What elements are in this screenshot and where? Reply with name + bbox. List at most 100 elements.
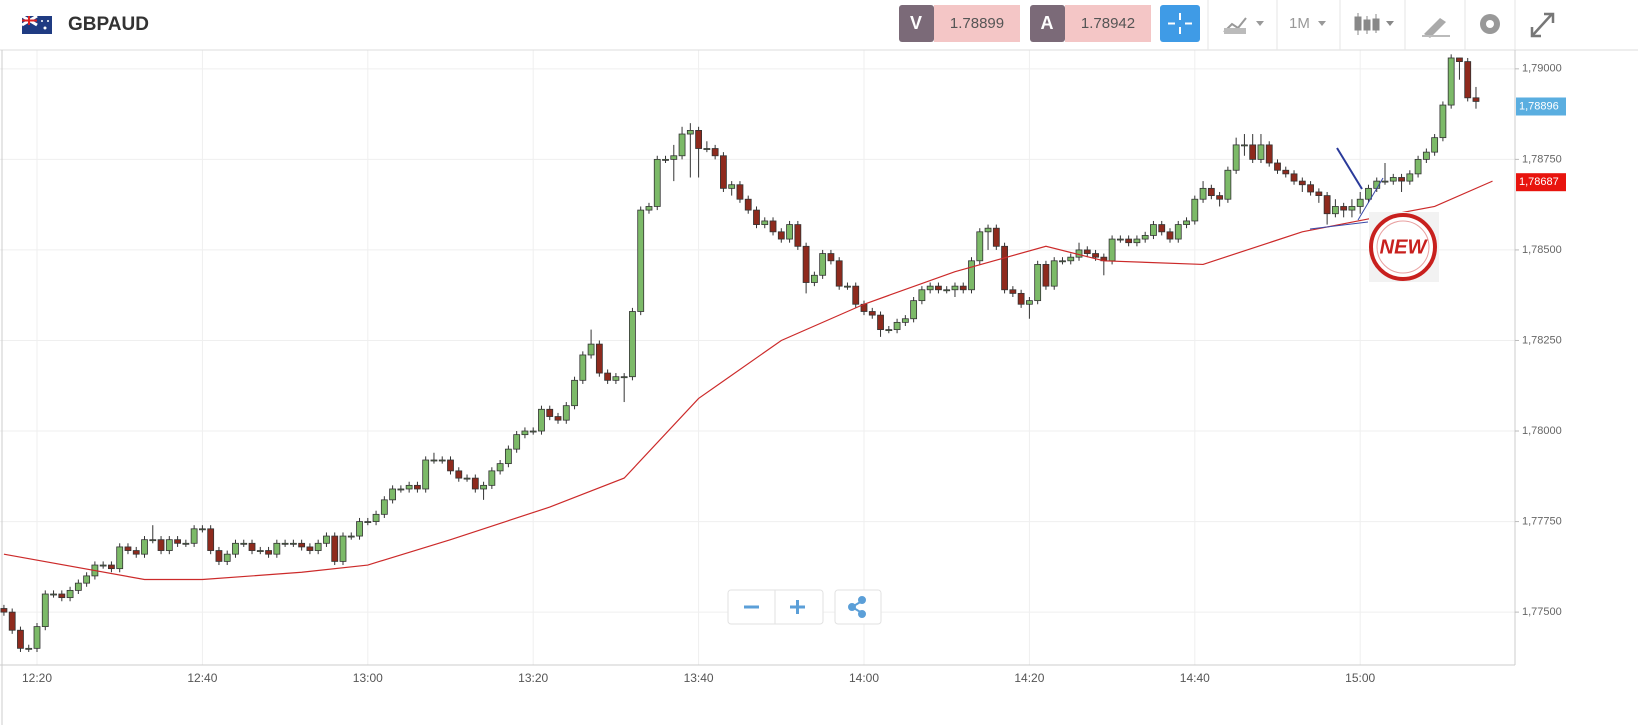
y-tick-label: 1,77500 bbox=[1522, 606, 1562, 618]
toolbar-dividers bbox=[1207, 0, 1516, 50]
candle-body bbox=[877, 314, 884, 331]
candle-body bbox=[529, 430, 537, 433]
flag bbox=[21, 14, 52, 34]
price-tag bbox=[1516, 173, 1566, 192]
candle-body bbox=[331, 535, 339, 562]
candle-body bbox=[1389, 177, 1397, 182]
candle-body bbox=[314, 542, 322, 551]
candle-button[interactable] bbox=[1354, 13, 1394, 35]
timeframe-arrow bbox=[1318, 21, 1326, 26]
candle-body bbox=[33, 626, 41, 649]
y-tick-label: 1,78750 bbox=[1522, 153, 1562, 165]
candle-body bbox=[1125, 238, 1133, 244]
candle-body bbox=[422, 459, 430, 490]
x-tick-label: 13:00 bbox=[353, 671, 383, 685]
candle-body bbox=[794, 224, 802, 247]
candle-body bbox=[265, 550, 272, 555]
candle-body bbox=[389, 488, 397, 501]
sell-label: V bbox=[910, 13, 922, 33]
crosshair-button[interactable] bbox=[1160, 5, 1200, 42]
candle-body bbox=[1406, 173, 1414, 182]
candle-body bbox=[1050, 260, 1058, 287]
candle-body bbox=[504, 448, 512, 465]
candle-body bbox=[951, 285, 959, 291]
candle-body bbox=[198, 528, 206, 531]
candle-body bbox=[935, 285, 942, 291]
settings-button[interactable] bbox=[1480, 14, 1500, 34]
candle-body bbox=[380, 499, 388, 515]
candle-body bbox=[893, 321, 901, 331]
sell-button[interactable] bbox=[899, 5, 934, 42]
chart-type-button[interactable] bbox=[1223, 17, 1264, 34]
candle-body bbox=[480, 484, 487, 490]
candle-body bbox=[339, 535, 347, 562]
y-tick-label: 1,78000 bbox=[1522, 425, 1562, 437]
toolbar bbox=[0, 0, 1638, 50]
candle-body bbox=[753, 209, 760, 225]
candle-body bbox=[364, 521, 372, 523]
candle-body bbox=[968, 260, 975, 291]
candle-body bbox=[678, 133, 686, 157]
buy-button[interactable] bbox=[1030, 5, 1065, 42]
candle-body bbox=[25, 647, 33, 650]
candle-body bbox=[1398, 177, 1405, 182]
candle-body bbox=[108, 564, 115, 570]
candle-body bbox=[943, 289, 951, 292]
x-tick-label: 14:20 bbox=[1014, 671, 1044, 685]
candle-body bbox=[1447, 57, 1455, 106]
candle-body bbox=[538, 408, 545, 432]
candle-body bbox=[1456, 57, 1463, 62]
candle-body bbox=[587, 343, 595, 356]
y-tick-label: 1,78250 bbox=[1522, 334, 1562, 346]
candle-body bbox=[1183, 220, 1190, 225]
candle-body bbox=[868, 311, 876, 316]
candle-body bbox=[852, 285, 860, 305]
candle-body bbox=[232, 542, 239, 555]
candle-body bbox=[141, 539, 148, 555]
new-badge bbox=[1369, 212, 1439, 282]
candle-body bbox=[1108, 238, 1116, 262]
draw-button[interactable] bbox=[1422, 18, 1450, 38]
candle-body bbox=[844, 285, 851, 288]
x-tick-label: 13:40 bbox=[684, 671, 714, 685]
plot bbox=[0, 54, 1493, 652]
candle-body bbox=[1034, 264, 1042, 302]
crosshair-icon bbox=[1168, 13, 1192, 34]
candle-body bbox=[1009, 289, 1017, 294]
candle-body bbox=[1348, 206, 1356, 211]
candle-body bbox=[595, 343, 603, 374]
candle-body bbox=[1274, 162, 1281, 171]
price-tag-label: 1,78687 bbox=[1519, 176, 1559, 188]
symbol: GBPAUD bbox=[68, 14, 149, 35]
candle-body bbox=[215, 550, 223, 562]
candle-body bbox=[1174, 224, 1182, 240]
candle-body bbox=[802, 245, 810, 283]
candle-body bbox=[455, 470, 463, 479]
zoom-in[interactable] bbox=[790, 600, 805, 614]
candle-body bbox=[1282, 169, 1290, 175]
candle-body bbox=[248, 542, 256, 551]
candle-body bbox=[744, 198, 752, 211]
candle-body bbox=[1431, 137, 1439, 153]
candle-body bbox=[256, 550, 264, 552]
candle-body bbox=[174, 539, 181, 544]
price-tag-label: 1,78896 bbox=[1519, 100, 1559, 112]
fullscreen-button[interactable] bbox=[1530, 12, 1555, 38]
candle-body bbox=[1166, 231, 1174, 240]
share[interactable] bbox=[848, 596, 866, 618]
candle-body bbox=[273, 542, 281, 555]
candle-body bbox=[223, 553, 231, 562]
buy-price-box[interactable] bbox=[1065, 5, 1151, 42]
candle-body bbox=[1216, 195, 1224, 200]
candle-body bbox=[430, 459, 438, 462]
y-tick-label: 1,79000 bbox=[1522, 63, 1562, 75]
candle-body bbox=[703, 148, 711, 150]
sell-price-box[interactable] bbox=[934, 5, 1020, 42]
candle-body bbox=[438, 459, 446, 462]
timeframe[interactable]: 1M bbox=[1289, 15, 1310, 32]
candle-body bbox=[347, 535, 355, 538]
candle-body bbox=[66, 589, 74, 599]
candle-body bbox=[414, 484, 421, 490]
candle-body bbox=[405, 484, 413, 490]
